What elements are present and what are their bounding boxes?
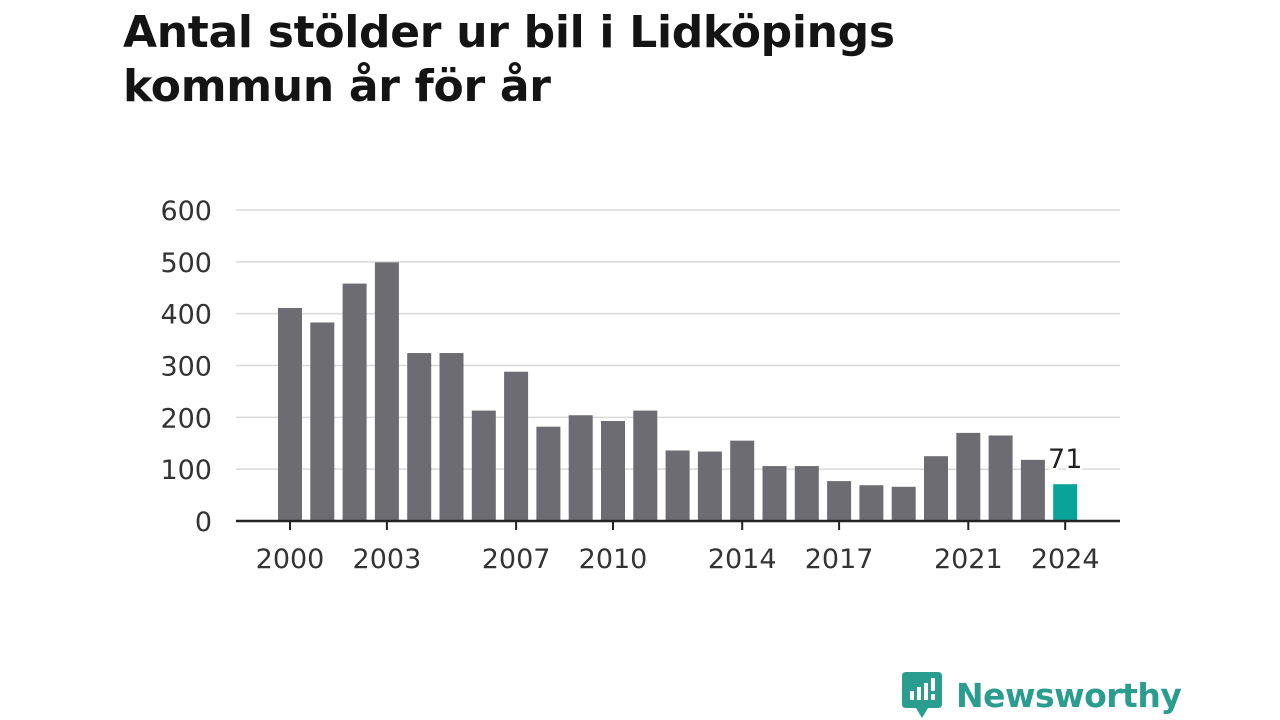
bars [278, 262, 1078, 521]
bar-2007 [504, 371, 529, 521]
x-tick-label: 2021 [934, 544, 1003, 575]
newsworthy-logo: Newsworthy [902, 670, 1182, 720]
bar-2008 [536, 426, 561, 521]
bar-2011 [633, 410, 658, 521]
bar-2012 [665, 450, 690, 521]
bar-2019 [891, 486, 916, 521]
y-tick-label: 300 [160, 352, 212, 383]
y-tick-label: 0 [195, 507, 212, 538]
data-label: 71 [1048, 444, 1082, 475]
x-tick-label: 2017 [805, 544, 874, 575]
bar-2020 [924, 456, 948, 521]
data-labels: 71 [1046, 442, 1085, 478]
page-title: Antal stölder ur bil i Lidköpings kommun… [123, 7, 895, 112]
y-axis-ticks: 0 100 200 300 400 500 600 [160, 196, 212, 538]
x-tick-label: 2007 [482, 544, 551, 575]
bar-2005 [439, 353, 464, 521]
newsworthy-logo-icon [902, 672, 942, 718]
y-tick-label: 500 [160, 248, 212, 279]
gridlines [236, 209, 1120, 470]
bar-2013 [697, 451, 722, 521]
bar-2010 [601, 420, 625, 521]
bar-2009 [568, 415, 593, 521]
bar-2014 [730, 440, 755, 521]
bar-2002 [342, 283, 367, 521]
x-tick-label: 2024 [1031, 544, 1100, 575]
bar-2021 [956, 432, 981, 521]
y-tick-label: 400 [160, 300, 212, 331]
x-tick-label: 2000 [256, 544, 325, 575]
x-tick-label: 2014 [708, 544, 777, 575]
y-tick-label: 200 [160, 403, 212, 434]
y-tick-label: 100 [160, 455, 212, 486]
x-tick-label: 2003 [353, 544, 422, 575]
newsworthy-logo-text: Newsworthy [956, 675, 1182, 715]
bar-2022 [988, 435, 1013, 521]
bar-2004 [407, 353, 432, 521]
bar-2017 [827, 481, 852, 521]
bar-2024 [1053, 484, 1078, 521]
bar-2001 [310, 322, 335, 521]
bar-2016 [794, 466, 819, 521]
y-tick-label: 600 [160, 196, 212, 227]
bar-2003 [374, 262, 399, 521]
bar-2015 [762, 466, 787, 521]
bar-2018 [859, 485, 884, 521]
bar-2000 [278, 307, 302, 521]
x-axis-ticks: 2000 2003 2007 2010 2014 2017 2021 2024 [236, 519, 1120, 575]
x-tick-label: 2010 [579, 544, 648, 575]
bar-2023 [1020, 459, 1045, 521]
bar-2006 [471, 410, 496, 521]
